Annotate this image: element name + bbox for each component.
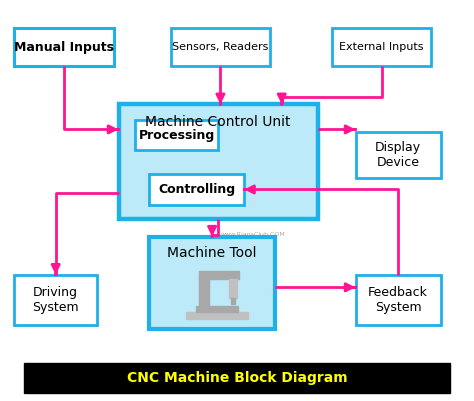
Text: Feedback
System: Feedback System	[368, 286, 428, 314]
Text: Sensors, Readers: Sensors, Readers	[172, 42, 269, 52]
FancyBboxPatch shape	[135, 120, 218, 150]
FancyBboxPatch shape	[14, 28, 114, 66]
FancyBboxPatch shape	[332, 28, 431, 66]
Bar	[228, 279, 237, 298]
Text: CNC Machine Block Diagram: CNC Machine Block Diagram	[127, 371, 347, 385]
Bar	[24, 363, 450, 393]
Text: Machine Control Unit: Machine Control Unit	[146, 115, 291, 129]
Bar	[186, 312, 247, 319]
Text: Controlling: Controlling	[158, 183, 235, 196]
Bar	[195, 306, 238, 312]
FancyBboxPatch shape	[356, 132, 441, 178]
Text: Display
Device: Display Device	[375, 142, 421, 169]
Text: www.RiansClub.COM: www.RiansClub.COM	[221, 232, 286, 237]
FancyBboxPatch shape	[118, 104, 318, 219]
FancyBboxPatch shape	[149, 174, 244, 205]
Text: Machine Tool: Machine Tool	[167, 246, 257, 259]
Bar	[199, 271, 239, 279]
FancyBboxPatch shape	[356, 275, 441, 325]
Text: Processing: Processing	[138, 129, 215, 142]
Text: Manual Inputs: Manual Inputs	[14, 41, 114, 54]
FancyBboxPatch shape	[149, 237, 275, 329]
Bar	[199, 276, 210, 306]
Text: External Inputs: External Inputs	[339, 42, 424, 52]
Text: Driving
System: Driving System	[32, 286, 79, 314]
Bar	[231, 298, 236, 304]
FancyBboxPatch shape	[14, 275, 97, 325]
FancyBboxPatch shape	[171, 28, 270, 66]
